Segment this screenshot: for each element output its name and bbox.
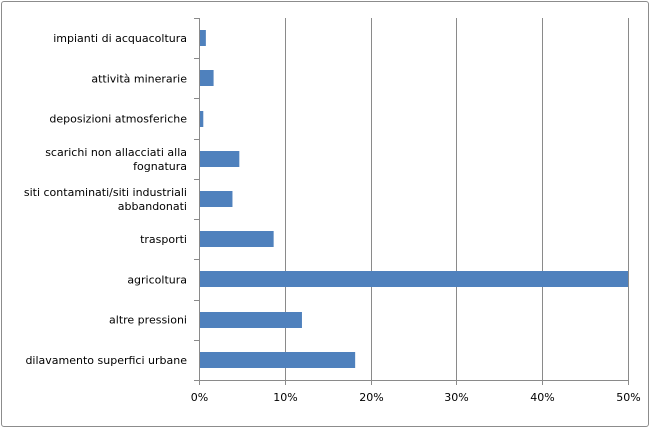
x-tick-label: 0% <box>191 391 208 404</box>
category-labels: impianti di acquacoltura attività minerar… <box>24 32 187 367</box>
category-label: abbandonati <box>118 200 187 213</box>
bar <box>200 231 274 247</box>
category-label: altre pressioni <box>109 314 187 327</box>
bar <box>200 30 206 46</box>
category-label: attività minerarie <box>91 72 187 85</box>
category-label: deposizioni atmosferiche <box>49 113 187 126</box>
bars <box>200 30 628 368</box>
bar <box>200 352 356 368</box>
bar <box>200 70 214 86</box>
category-label: impianti di acquacoltura <box>53 32 187 45</box>
category-label: fognatura <box>133 160 187 173</box>
x-tick-label: 20% <box>359 391 383 404</box>
bar <box>200 271 628 287</box>
category-label: trasporti <box>140 233 187 246</box>
bar <box>200 151 240 167</box>
bar <box>200 191 233 207</box>
category-label: dilavamento superfici urbane <box>25 354 187 367</box>
category-label: siti contaminati/siti industriali <box>24 186 187 199</box>
category-label: scarichi non allacciati alla <box>45 146 187 159</box>
gridlines <box>194 18 629 385</box>
x-tick-label: 50% <box>616 391 640 404</box>
x-tick-label: 10% <box>273 391 297 404</box>
bar <box>200 312 302 328</box>
tick-labels: 0% 10% 20% 30% 40% 50% <box>191 391 641 404</box>
category-label: agricoltura <box>127 273 187 286</box>
bar <box>200 111 204 127</box>
x-tick-label: 30% <box>444 391 468 404</box>
x-tick-label: 40% <box>530 391 554 404</box>
